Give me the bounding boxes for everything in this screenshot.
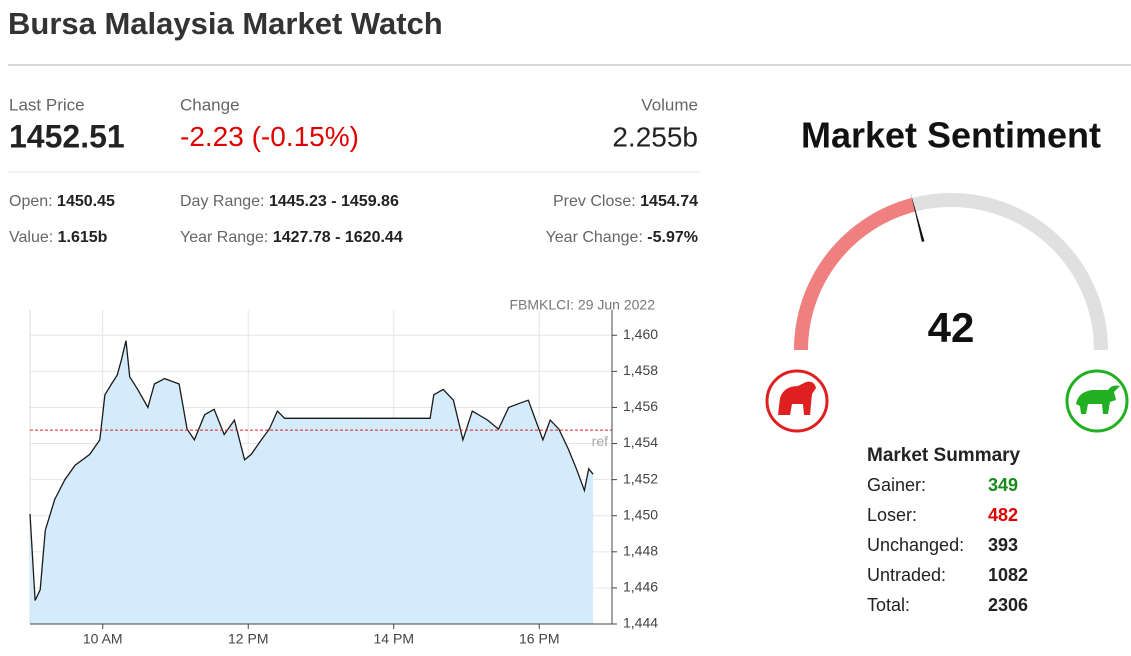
y-tick-label: 1,452 (623, 470, 658, 486)
y-tick-label: 1,454 (623, 434, 658, 450)
summary-label: Gainer: (867, 475, 926, 495)
summary-value: 393 (988, 535, 1018, 555)
y-tick-label: 1,444 (623, 615, 658, 631)
change-value: -2.23 (180, 121, 244, 152)
summary-value: 349 (988, 475, 1018, 495)
gauge-fill (794, 197, 916, 351)
year-change: Year Change: -5.97% (546, 229, 698, 246)
year-range: Year Range: 1427.78 - 1620.44 (180, 229, 403, 246)
summary-value: 482 (988, 505, 1018, 525)
y-tick-label: 1,450 (623, 506, 658, 522)
change-percent: (-0.15%) (252, 121, 359, 152)
x-tick-label: 14 PM (374, 631, 414, 647)
label: Last Price (9, 95, 85, 114)
open: Open: 1450.45 (9, 193, 115, 210)
y-tick-label: 1,456 (623, 398, 658, 414)
value: 1445.23 - 1459.86 (269, 193, 399, 210)
line (29, 340, 594, 601)
bull-icon (1065, 369, 1129, 433)
gauge-needle (910, 193, 925, 242)
summary-label: Untraded: (867, 565, 946, 585)
y-tick-label: 1,446 (623, 579, 658, 595)
sentiment-title: Market Sentiment (801, 115, 1101, 156)
value: 1454.74 (640, 193, 698, 210)
summary-title: Market Summary (867, 445, 1021, 466)
chart: FBMKLCI: 29 Jun 2022 1,444 1,446 1,448 1,45… (29, 297, 658, 647)
change: -2.23 (-0.15%) (180, 121, 359, 152)
label: Open: (9, 193, 53, 210)
value: -5.97% (647, 229, 698, 246)
chart-subtitle: FBMKLCI: 29 Jun 2022 (509, 297, 655, 313)
y-tick-label: 1,458 (623, 362, 658, 378)
summary-label: Loser: (867, 505, 917, 525)
label: Value: (9, 229, 53, 246)
y-tick-label: 1,448 (623, 543, 658, 559)
summary-value: 1082 (988, 565, 1028, 585)
value-traded: Value: 1.615b (9, 229, 108, 246)
market-summary: Market Summary Gainer: 349 Loser: 482 Unchan… (867, 445, 1028, 615)
value: 1450.45 (57, 193, 115, 210)
summary-label: Total: (867, 595, 910, 615)
y-tick-label: 1,460 (623, 326, 658, 342)
volume: 2.255b (612, 121, 698, 152)
bear-icon (765, 369, 829, 433)
x-tick-label: 12 PM (228, 631, 268, 647)
label: Prev Close: (553, 193, 636, 210)
value: 1427.78 - 1620.44 (273, 229, 403, 246)
ref-label: ref (592, 433, 608, 449)
label: Year Range: (180, 229, 268, 246)
x-tick-label: 16 PM (519, 631, 559, 647)
label: Day Range: (180, 193, 265, 210)
area (30, 340, 594, 624)
label: Change (180, 95, 240, 114)
value: 1.615b (58, 229, 108, 246)
summary-label: Unchanged: (867, 535, 964, 555)
summary-value: 2306 (988, 595, 1028, 615)
sentiment-value: 42 (928, 304, 975, 351)
page-title: Bursa Malaysia Market Watch (8, 6, 443, 41)
day-range: Day Range: 1445.23 - 1459.86 (180, 193, 399, 210)
prev-close: Prev Close: 1454.74 (553, 193, 698, 210)
label: Volume (641, 95, 698, 114)
gauge (794, 193, 925, 351)
label: Year Change: (546, 229, 643, 246)
last-price: 1452.51 (9, 118, 125, 154)
x-tick-label: 10 AM (83, 631, 123, 647)
